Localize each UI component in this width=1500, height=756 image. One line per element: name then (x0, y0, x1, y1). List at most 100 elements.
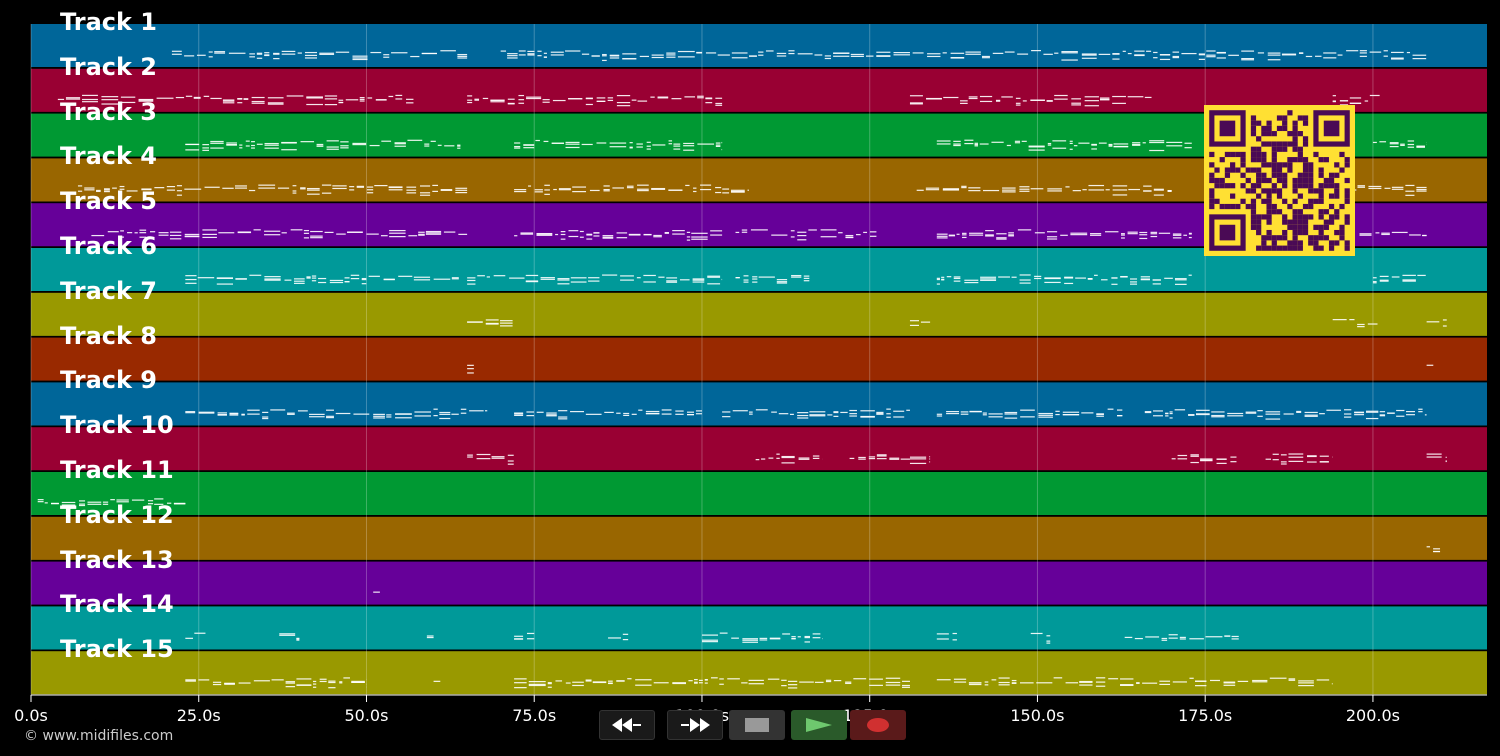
midi-note (1181, 52, 1197, 55)
midi-note (609, 57, 620, 59)
midi-note (1296, 411, 1302, 413)
midi-note (974, 142, 979, 144)
midi-note (1269, 677, 1287, 679)
track-label: Track 12 (60, 500, 174, 529)
midi-note (1281, 53, 1297, 55)
midi-note (697, 143, 715, 145)
midi-note (550, 51, 564, 53)
midi-note (693, 187, 697, 189)
midi-note (1139, 234, 1148, 236)
midi-note (732, 410, 748, 412)
midi-note (194, 632, 206, 634)
midi-note (683, 142, 695, 145)
midi-note (909, 324, 919, 327)
midi-note (418, 234, 425, 236)
midi-note (185, 143, 200, 146)
midi-note (281, 141, 297, 144)
midi-note (661, 409, 672, 411)
midi-note (193, 96, 201, 99)
midi-note (460, 408, 467, 410)
midi-note (1095, 681, 1106, 683)
qr-module (1297, 229, 1303, 236)
midi-note (1069, 142, 1073, 145)
midi-note (425, 233, 442, 235)
midi-note (603, 190, 610, 192)
midi-note (332, 185, 347, 187)
midi-note (965, 53, 981, 55)
midi-note (666, 54, 676, 56)
midi-note (893, 54, 910, 56)
midi-note (326, 148, 339, 150)
qr-module (1328, 183, 1335, 189)
midi-note (273, 52, 280, 55)
track-lane (31, 24, 1487, 68)
stop-button[interactable] (729, 710, 785, 740)
midi-note (306, 187, 320, 190)
midi-note (507, 53, 518, 55)
midi-note (1402, 280, 1416, 282)
midi-note (1006, 144, 1011, 147)
midi-note (1142, 682, 1158, 684)
midi-note (825, 680, 832, 683)
qr-module (1261, 235, 1267, 241)
midi-note (1396, 415, 1405, 417)
midi-note (675, 413, 684, 415)
midi-note (185, 278, 197, 281)
time-tick-label: 25.0s (176, 706, 221, 725)
midi-note (1205, 636, 1223, 638)
midi-note (1088, 189, 1105, 191)
midi-note (962, 234, 967, 236)
rewind-button[interactable] (599, 710, 655, 740)
midi-note (707, 275, 721, 277)
midi-note (1188, 233, 1192, 235)
qr-module (1271, 172, 1277, 178)
midi-note (414, 415, 431, 417)
midi-note (747, 189, 749, 191)
qr-module (1266, 209, 1272, 215)
midi-note (1323, 52, 1337, 54)
midi-note (1127, 231, 1138, 233)
midi-note (406, 192, 417, 194)
midi-note (650, 96, 655, 98)
midi-note (264, 276, 281, 278)
qr-module (1230, 151, 1236, 158)
midi-note (833, 52, 850, 54)
midi-note (868, 456, 876, 458)
qr-module (1292, 131, 1298, 137)
midi-note (1245, 411, 1257, 413)
midi-note (356, 185, 365, 187)
midi-note (588, 280, 600, 282)
qr-module (1250, 198, 1257, 204)
midi-note (730, 190, 745, 193)
midi-note (1339, 104, 1349, 106)
midi-note (929, 458, 931, 460)
midi-note (309, 416, 325, 418)
play-button[interactable] (791, 710, 847, 740)
qr-module (1261, 188, 1267, 194)
midi-note (776, 55, 787, 57)
midi-note (451, 278, 459, 280)
qr-module (1266, 141, 1272, 147)
midi-note (998, 684, 1010, 686)
midi-note (375, 99, 387, 101)
midi-note (1047, 236, 1058, 238)
midi-note (1140, 278, 1150, 280)
midi-note (979, 143, 989, 145)
midi-note (523, 144, 535, 146)
midi-note (1223, 682, 1236, 684)
midi-note (982, 414, 987, 416)
midi-note (1019, 282, 1031, 284)
midi-note (218, 232, 235, 234)
midi-note (1379, 141, 1387, 143)
midi-note (769, 637, 781, 639)
midi-note (253, 229, 261, 231)
qr-module (1256, 245, 1262, 251)
record-button[interactable] (850, 710, 906, 740)
midi-note (251, 144, 255, 147)
fast-forward-button[interactable] (667, 710, 723, 740)
midi-note (635, 679, 652, 681)
midi-note (1011, 276, 1017, 278)
midi-note (1211, 416, 1225, 418)
midi-note (286, 95, 304, 97)
midi-note (1014, 140, 1021, 142)
